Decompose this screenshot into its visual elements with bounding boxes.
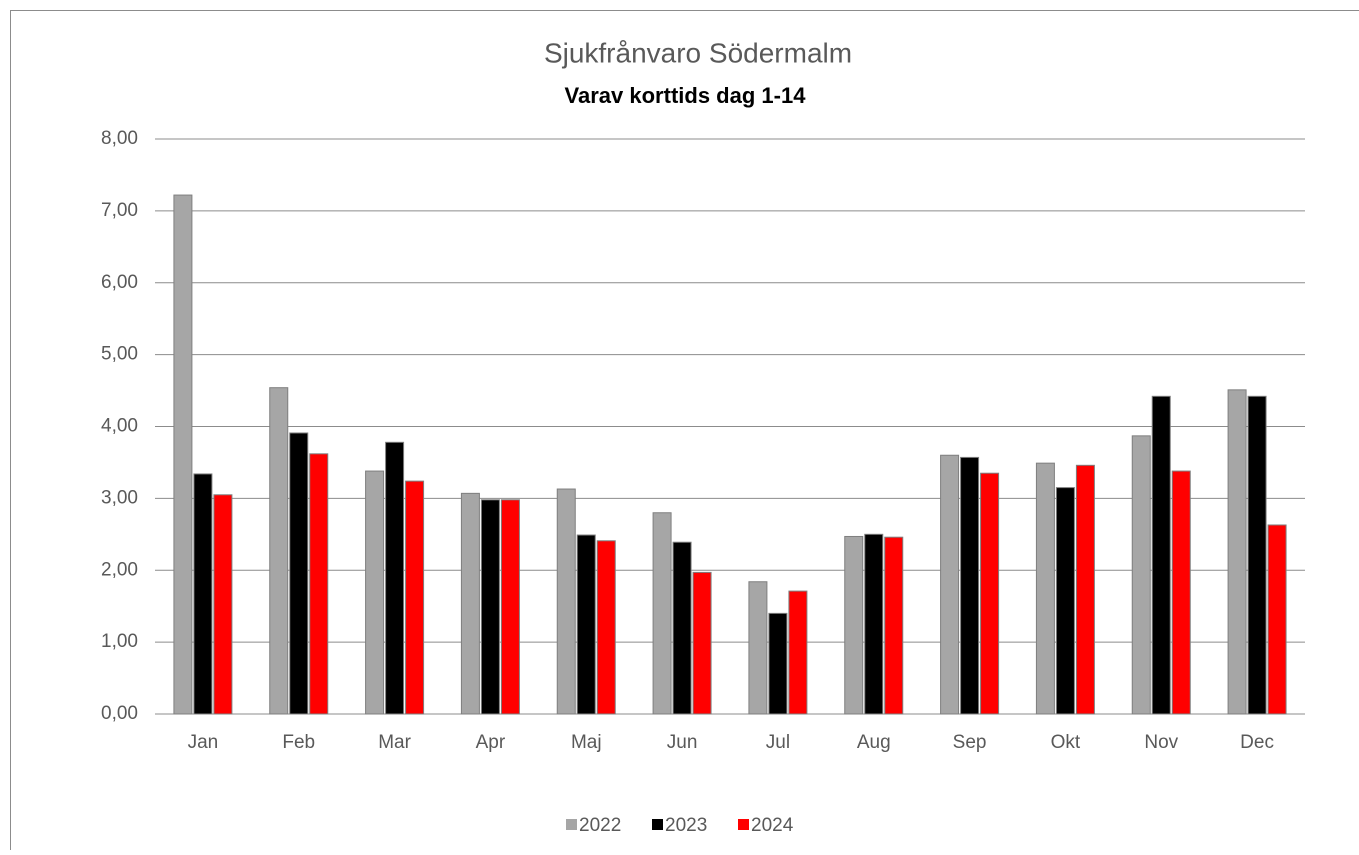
y-tick-label: 8,00	[101, 128, 138, 149]
bar	[941, 455, 959, 714]
bar	[1152, 396, 1170, 714]
legend-label: 2023	[665, 815, 707, 836]
chart-title: Sjukfrånvaro Södermalm	[544, 37, 852, 68]
x-tick-label: Jun	[667, 732, 698, 753]
bar	[1076, 465, 1094, 714]
y-tick-label: 7,00	[101, 200, 138, 221]
x-tick-label: Dec	[1240, 732, 1274, 753]
y-tick-label: 2,00	[101, 559, 138, 580]
bar	[673, 542, 691, 714]
bar	[1268, 525, 1286, 714]
bar	[1248, 396, 1266, 714]
bar	[597, 541, 615, 714]
y-tick-label: 5,00	[101, 344, 138, 365]
x-tick-label: Okt	[1051, 732, 1081, 753]
x-tick-label: Jul	[766, 732, 790, 753]
bar	[789, 591, 807, 714]
x-tick-label: Nov	[1144, 732, 1178, 753]
bar	[501, 500, 519, 714]
x-tick-label: Apr	[476, 732, 506, 753]
y-tick-label: 3,00	[101, 487, 138, 508]
bar	[310, 454, 328, 714]
bar	[865, 534, 883, 714]
x-tick-label: Feb	[282, 732, 315, 753]
chart-subtitle: Varav korttids dag 1-14	[565, 83, 807, 108]
bar	[366, 471, 384, 714]
bar	[270, 388, 288, 714]
bar	[981, 473, 999, 714]
y-tick-label: 1,00	[101, 631, 138, 652]
x-tick-label: Aug	[857, 732, 891, 753]
legend-swatch	[566, 819, 577, 830]
bar	[1036, 463, 1054, 714]
legend-label: 2022	[579, 815, 621, 836]
bar	[1172, 471, 1190, 714]
bar	[461, 493, 479, 714]
y-tick-label: 4,00	[101, 416, 138, 437]
bar	[653, 513, 671, 714]
bar	[481, 500, 499, 714]
x-tick-label: Jan	[188, 732, 219, 753]
legend-swatch	[652, 819, 663, 830]
bar	[1056, 488, 1074, 714]
bar	[769, 613, 787, 714]
bar	[885, 537, 903, 714]
bar	[1228, 390, 1246, 714]
bar	[557, 489, 575, 714]
bar	[174, 195, 192, 714]
y-tick-label: 6,00	[101, 272, 138, 293]
bar	[214, 495, 232, 714]
bar	[290, 433, 308, 714]
bar	[194, 474, 212, 714]
bar	[749, 582, 767, 714]
bar	[406, 481, 424, 714]
y-tick-label: 0,00	[101, 703, 138, 724]
x-tick-label: Mar	[378, 732, 411, 753]
legend-label: 2024	[751, 815, 794, 836]
legend-swatch	[738, 819, 749, 830]
bar	[1132, 436, 1150, 714]
x-tick-label: Maj	[571, 732, 602, 753]
x-tick-label: Sep	[953, 732, 987, 753]
bar	[693, 572, 711, 714]
bar	[961, 457, 979, 714]
bar	[845, 536, 863, 714]
bar	[577, 535, 595, 714]
bar	[386, 442, 404, 714]
